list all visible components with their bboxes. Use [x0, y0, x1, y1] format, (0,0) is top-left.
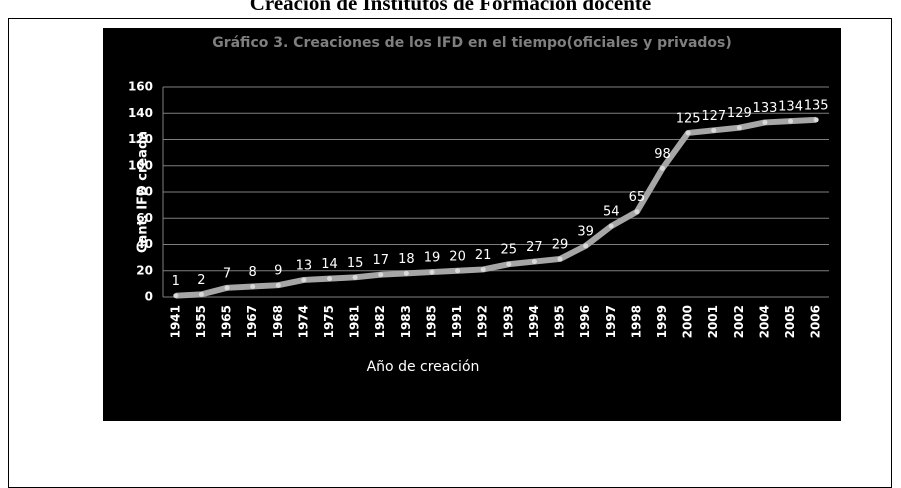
data-point	[788, 118, 794, 124]
data-point	[378, 272, 384, 278]
x-tick-label: 1981	[348, 305, 362, 338]
data-point	[455, 268, 461, 274]
chart: Gráfico 3. Creaciones de los IFD en el t…	[103, 28, 841, 421]
data-point	[173, 293, 179, 299]
x-tick-label: 1941	[168, 305, 182, 338]
data-label: 8	[249, 265, 257, 280]
data-label: 21	[475, 248, 492, 263]
y-tick-label: 40	[136, 237, 153, 251]
data-point	[506, 261, 512, 267]
data-label: 2	[197, 273, 205, 288]
data-label: 29	[552, 237, 569, 252]
data-label: 13	[296, 258, 313, 273]
data-point	[275, 282, 281, 288]
heading: Creación de Institutos de Formación doce…	[249, 0, 652, 15]
x-tick-label: 1993	[501, 305, 515, 338]
data-label: 125	[676, 111, 701, 126]
x-tick-label: 1975	[322, 305, 336, 338]
x-tick-label: 1967	[245, 305, 259, 338]
data-point	[711, 127, 717, 133]
data-point	[352, 274, 358, 280]
x-tick-label: 1965	[220, 305, 234, 338]
data-label: 134	[778, 100, 803, 115]
y-axis-label: Cant. IFD creada	[136, 131, 151, 253]
x-tick-label: 1999	[655, 305, 669, 338]
data-point	[583, 243, 589, 249]
data-label: 133	[753, 101, 778, 116]
data-label: 19	[424, 251, 441, 266]
y-tick-label: 80	[136, 185, 153, 199]
data-point	[813, 117, 819, 123]
data-label: 15	[347, 256, 364, 271]
y-tick-label: 120	[128, 132, 153, 146]
data-point	[250, 284, 256, 289]
y-tick-label: 60	[136, 211, 153, 225]
data-label: 39	[577, 224, 594, 239]
y-tick-label: 100	[128, 158, 153, 172]
x-tick-label: 1997	[604, 305, 618, 338]
y-tick-label: 160	[128, 80, 153, 94]
data-point	[736, 125, 742, 131]
y-tick-label: 140	[128, 106, 153, 120]
data-label: 14	[321, 257, 338, 272]
data-point	[327, 276, 332, 282]
data-label: 1	[172, 274, 180, 289]
y-tick-label: 0	[145, 290, 153, 304]
x-axis-label: Año de creación	[367, 359, 480, 375]
data-point	[224, 285, 230, 291]
data-point	[608, 223, 614, 229]
y-tick-label: 20	[136, 263, 153, 277]
x-tick-label: 1983	[399, 305, 413, 338]
x-tick-label: 1985	[424, 305, 438, 338]
x-tick-label: 1998	[629, 305, 643, 338]
x-tick-label: 1991	[450, 305, 464, 338]
x-tick-label: 1974	[296, 305, 310, 338]
data-label: 27	[526, 240, 543, 255]
x-tick-label: 2006	[809, 305, 823, 338]
chart-title: Gráfico 3. Creaciones de los IFD en el t…	[212, 35, 732, 51]
data-label: 65	[629, 190, 646, 205]
data-label: 98	[654, 147, 671, 162]
data-point	[198, 291, 204, 297]
x-tick-label: 1996	[578, 305, 592, 338]
data-point	[634, 209, 640, 215]
x-tick-label: 2001	[706, 305, 720, 338]
x-tick-label: 1968	[271, 305, 285, 338]
data-point	[762, 119, 768, 125]
data-point	[531, 259, 537, 265]
x-tick-label: 1982	[373, 305, 387, 338]
data-point	[403, 270, 409, 276]
data-label: 135	[804, 98, 829, 113]
x-tick-label: 2004	[757, 305, 771, 338]
data-label: 9	[274, 264, 282, 279]
data-line	[175, 116, 817, 299]
x-tick-label: 2000	[681, 305, 695, 338]
data-label: 18	[398, 252, 415, 267]
data-label: 127	[701, 109, 726, 124]
data-label: 25	[501, 243, 518, 258]
x-tick-label: 1992	[476, 305, 490, 338]
data-label: 129	[727, 106, 752, 121]
data-label: 20	[449, 249, 466, 264]
data-point	[429, 269, 435, 275]
data-label: 17	[372, 253, 389, 268]
x-tick-label: 1955	[194, 305, 208, 338]
x-tick-label: 1994	[527, 305, 541, 338]
data-label: 7	[223, 266, 231, 281]
data-label: 54	[603, 205, 620, 220]
data-point	[480, 266, 486, 272]
data-point	[660, 165, 665, 171]
x-tick-label: 1995	[553, 305, 567, 338]
data-point	[685, 130, 691, 136]
data-point	[557, 256, 563, 262]
x-tick-label: 2002	[732, 305, 746, 338]
chart-background	[103, 28, 841, 421]
x-tick-label: 2005	[783, 305, 797, 338]
data-point	[301, 277, 307, 283]
